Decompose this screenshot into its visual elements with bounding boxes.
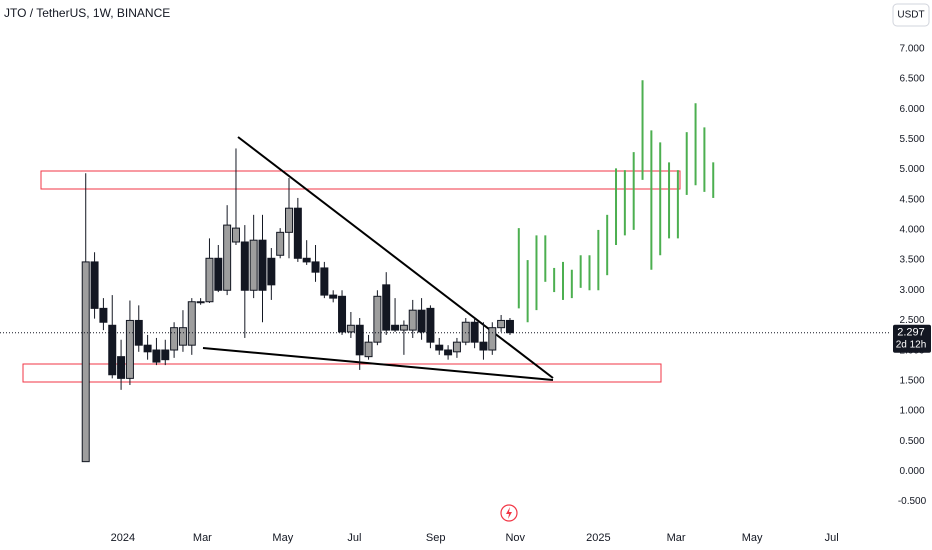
- countdown: 2d 12h: [896, 339, 927, 350]
- candle-body: [435, 344, 444, 351]
- last-price-box: [893, 324, 931, 353]
- candle-body: [505, 319, 514, 334]
- candle-body: [267, 257, 276, 286]
- trendline: [237, 136, 554, 379]
- support-zone: [22, 363, 662, 383]
- x-tick-label: May: [272, 532, 293, 544]
- candle-body: [90, 261, 99, 309]
- y-tick-label: 7.000: [899, 44, 924, 55]
- x-tick-label: 2024: [111, 532, 135, 544]
- trendline: [202, 347, 554, 381]
- y-tick-label: 0.500: [899, 436, 924, 447]
- y-tick-label: 3.000: [899, 285, 924, 296]
- y-tick-label: 1.500: [899, 375, 924, 386]
- candle-body: [426, 307, 435, 343]
- last-price: 2.297: [897, 327, 925, 339]
- candle-body: [125, 319, 134, 379]
- candle-body: [170, 327, 179, 351]
- candle-body: [161, 349, 170, 361]
- candle-body: [497, 319, 506, 329]
- drawings: [22, 136, 681, 383]
- y-tick-label: 5.500: [899, 134, 924, 145]
- candle-body: [408, 309, 417, 331]
- x-tick-label: Jul: [825, 532, 839, 544]
- x-tick-label: Mar: [193, 532, 212, 544]
- x-tick-label: May: [742, 532, 763, 544]
- candle-body: [99, 307, 108, 323]
- candle-body: [364, 341, 373, 358]
- x-tick-label: Nov: [505, 532, 525, 544]
- y-tick-label: -0.500: [898, 496, 927, 507]
- y-tick-label: 0.000: [899, 466, 924, 477]
- y-tick-label: 6.500: [899, 74, 924, 85]
- currency: USDT: [897, 10, 924, 21]
- candle-body: [143, 344, 152, 353]
- x-tick-label: Mar: [667, 532, 686, 544]
- candle-body: [223, 224, 232, 291]
- candle-body: [152, 349, 161, 363]
- candle-body: [302, 257, 311, 263]
- candle-body: [346, 324, 355, 333]
- candle-body: [81, 261, 90, 463]
- x-tick-label: 2025: [586, 532, 610, 544]
- candle-body: [196, 301, 205, 304]
- event-icon[interactable]: [500, 504, 518, 522]
- candle-body: [479, 341, 488, 351]
- y-tick-label: 4.000: [899, 225, 924, 236]
- candle-body: [178, 327, 187, 346]
- candle-body: [205, 257, 214, 303]
- y-tick-label: 4.500: [899, 194, 924, 205]
- candle-body: [311, 261, 320, 273]
- candle-body: [240, 241, 249, 291]
- candle-body: [488, 327, 497, 351]
- candle-body: [117, 356, 126, 379]
- candle-body: [382, 284, 391, 331]
- candle-body: [108, 324, 117, 376]
- y-tick-label: 2.500: [899, 315, 924, 326]
- y-tick-label: 6.000: [899, 104, 924, 115]
- candle-body: [187, 301, 196, 346]
- candle-body: [276, 231, 285, 256]
- currency-box[interactable]: [892, 3, 930, 27]
- y-tick-label: 5.000: [899, 164, 924, 175]
- candles: [81, 148, 514, 463]
- y-tick-label: 1.000: [899, 406, 924, 417]
- candle-body: [417, 309, 426, 333]
- candle-body: [329, 294, 338, 299]
- candle-body: [452, 341, 461, 353]
- resistance-zone: [40, 170, 681, 190]
- candle-body: [214, 257, 223, 291]
- candle-body: [391, 324, 400, 331]
- y-tick-label: 3.500: [899, 255, 924, 266]
- candle-body: [399, 324, 408, 331]
- candle-body: [338, 295, 347, 333]
- candle-body: [355, 324, 364, 356]
- projection: [517, 80, 715, 323]
- candle-body: [373, 295, 382, 343]
- candle-body: [249, 239, 258, 291]
- candle-body: [444, 349, 453, 356]
- candle-body: [285, 207, 294, 233]
- candle-body: [293, 207, 302, 259]
- candle-body: [231, 227, 240, 243]
- candle-body: [320, 267, 329, 296]
- candle-body: [258, 239, 267, 291]
- x-tick-label: Jul: [347, 532, 361, 544]
- chart-title: JTO / TetherUS, 1W, BINANCE: [4, 6, 170, 20]
- x-tick-label: Sep: [426, 532, 446, 544]
